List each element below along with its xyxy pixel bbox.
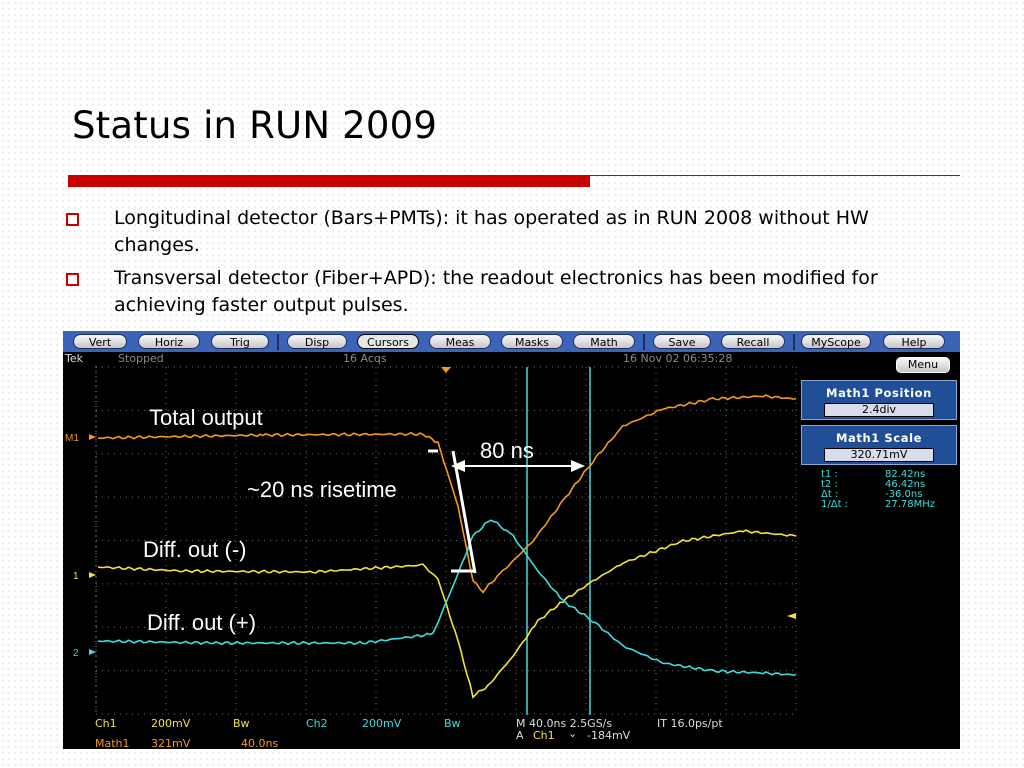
delay-arrow-left-icon: [451, 460, 465, 472]
readout-label: t1 :: [821, 469, 838, 480]
square-bullet-icon: [66, 213, 79, 226]
total-output-trace: [97, 394, 797, 594]
delay-label: 80 ns: [480, 438, 534, 463]
readout-label: 1/Δt :: [821, 499, 849, 510]
cursor-readouts: t1 : 82.42ns t2 : 46.42ns Δt : -36.0ns 1/Δt…: [801, 470, 957, 510]
delay-arrow-right-icon: [571, 460, 585, 472]
bullet-item: Longitudinal detector (Bars+PMTs): it ha…: [62, 205, 942, 259]
readout-delta-t: Δt : -36.0ns: [801, 490, 957, 500]
bullet-item: Transversal detector (Fiber+APD): the re…: [62, 265, 942, 319]
scope-status-bar: Tek Stopped 16 Acqs 16 Nov 02 06:35:28: [63, 352, 798, 366]
menu-separator: [277, 334, 279, 350]
ch1-scale: 200mV: [151, 717, 191, 730]
bullet-text: Longitudinal detector (Bars+PMTs): it ha…: [114, 207, 869, 256]
math1-time: 40.0ns: [241, 737, 279, 749]
acquisition-count: 16 Acqs: [343, 352, 387, 365]
trigger-slope-icon: ⌄: [568, 727, 578, 740]
m1-arrow-icon: [89, 434, 96, 440]
math1-label: Math1: [95, 737, 130, 749]
math1-scale-value[interactable]: 320.71mV: [824, 448, 934, 462]
diff-plus-label: Diff. out (+): [147, 610, 256, 635]
math1-scale-control[interactable]: Math1 Scale 320.71mV: [801, 425, 957, 465]
readout-frequency: 1/Δt : 27.78MHz: [801, 500, 957, 510]
scope-bottom-readout: Ch1 200mV Bw Ch2 200mV Bw M 40.0ns 2.5GS…: [63, 715, 798, 749]
menu-cursors-button[interactable]: Cursors: [357, 334, 419, 349]
graticule-center-axes: [95, 366, 97, 715]
math1-scale-label: Math1 Scale: [835, 431, 923, 445]
math1-position-label: Math1 Position: [826, 386, 932, 400]
menu-disp-button[interactable]: Disp: [287, 334, 347, 349]
menu-trig-button[interactable]: Trig: [211, 334, 269, 349]
ch2-bandwidth: Bw: [444, 717, 461, 730]
menu-meas-button[interactable]: Meas: [429, 334, 491, 349]
menu-math-button[interactable]: Math: [573, 334, 635, 349]
slide-title: Status in RUN 2009: [72, 104, 438, 147]
right-level-arrow-icon: [787, 613, 796, 619]
trigger-level: -184mV: [587, 729, 631, 742]
date-time: 16 Nov 02 06:35:28: [623, 352, 733, 365]
trigger-label: A: [516, 729, 524, 742]
title-underline-thin: [590, 175, 960, 176]
menu-button[interactable]: Menu: [896, 357, 950, 373]
trigger-position-icon: [441, 367, 451, 373]
diff-minus-trace: [97, 529, 797, 699]
readout-value: 46.42ns: [885, 479, 926, 490]
brand-label: Tek: [65, 352, 83, 365]
total-output-label: Total output: [149, 405, 263, 430]
readout-label: Δt :: [821, 489, 839, 500]
interpolation-time: IT 16.0ps/pt: [657, 717, 723, 730]
diff-minus-label: Diff. out (-): [143, 537, 247, 562]
readout-value: 27.78MHz: [885, 499, 936, 510]
menu-horiz-button[interactable]: Horiz: [138, 334, 200, 349]
square-bullet-icon: [66, 273, 79, 286]
acquisition-state: Stopped: [118, 352, 164, 365]
side-panel: Math1 Position 2.4div Math1 Scale 320.71…: [801, 380, 957, 470]
readout-t1: t1 : 82.42ns: [801, 470, 957, 480]
scope-menu-bar: Vert Horiz Trig Disp Cursors Meas Masks …: [63, 331, 960, 352]
ch2-scale: 200mV: [362, 717, 402, 730]
menu-help-button[interactable]: Help: [883, 334, 945, 349]
ch1-arrow-icon: [89, 572, 96, 578]
menu-separator: [793, 334, 795, 350]
ch2-marker: 2: [73, 648, 79, 659]
ch1-marker: 1: [73, 571, 79, 582]
menu-myscope-button[interactable]: MyScope: [801, 334, 871, 349]
risetime-line: [451, 450, 477, 574]
ch1-label: Ch1: [95, 717, 117, 730]
title-underline-thick: [68, 175, 590, 187]
math1-position-value[interactable]: 2.4div: [824, 403, 934, 417]
math1-scale: 321mV: [151, 737, 191, 749]
readout-value: 82.42ns: [885, 469, 926, 480]
readout-value: -36.0ns: [885, 489, 923, 500]
menu-separator: [643, 334, 645, 350]
oscilloscope-screenshot: Vert Horiz Trig Disp Cursors Meas Masks …: [63, 331, 960, 749]
ch2-arrow-icon: [89, 649, 96, 655]
risetime-label: ~20 ns risetime: [247, 477, 397, 502]
diff-plus-trace: [97, 519, 796, 676]
math1-position-control[interactable]: Math1 Position 2.4div: [801, 380, 957, 420]
menu-save-button[interactable]: Save: [653, 334, 711, 349]
menu-recall-button[interactable]: Recall: [721, 334, 785, 349]
ch1-bandwidth: Bw: [233, 717, 250, 730]
waveform-display: M1 1 2 Total output 80 ns ~20 ns risetim…: [65, 366, 797, 715]
m1-marker: M1: [65, 433, 79, 444]
readout-t2: t2 : 46.42ns: [801, 480, 957, 490]
timebase: M 40.0ns 2.5GS/s: [516, 717, 613, 730]
trigger-source: Ch1: [533, 729, 555, 742]
ch2-label: Ch2: [306, 717, 328, 730]
channel-markers: M1 1 2: [65, 433, 796, 659]
menu-masks-button[interactable]: Masks: [501, 334, 563, 349]
bullet-list: Longitudinal detector (Bars+PMTs): it ha…: [62, 205, 942, 325]
readout-label: t2 :: [821, 479, 838, 490]
menu-vert-button[interactable]: Vert: [73, 334, 127, 349]
bullet-text: Transversal detector (Fiber+APD): the re…: [114, 267, 878, 316]
